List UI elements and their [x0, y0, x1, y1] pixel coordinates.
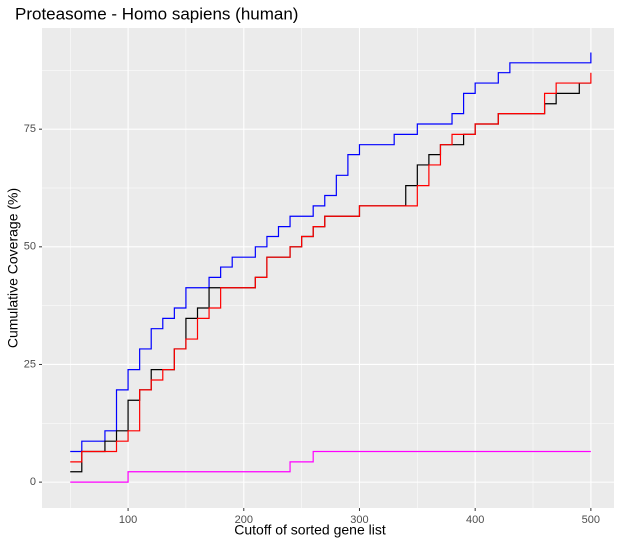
x-tick-label: 400	[466, 514, 484, 526]
y-tick-label: 25	[24, 358, 36, 370]
data-line	[70, 450, 591, 483]
y-tick-label: 50	[24, 241, 36, 253]
x-tick-label: 300	[350, 514, 368, 526]
x-tick-label: 200	[235, 514, 253, 526]
y-tick-label: 75	[24, 123, 36, 135]
x-tick-label: 500	[582, 514, 600, 526]
x-axis-title: Cutoff of sorted gene list	[234, 522, 386, 538]
y-axis-title: Cumulative Coverage (%)	[5, 188, 21, 348]
data-line	[70, 52, 592, 453]
x-tick-label: 100	[119, 514, 137, 526]
y-tick-label: 0	[30, 476, 36, 488]
chart-title: Proteasome - Homo sapiens (human)	[15, 4, 298, 23]
plot-panel	[42, 28, 614, 508]
data-line	[70, 72, 592, 463]
